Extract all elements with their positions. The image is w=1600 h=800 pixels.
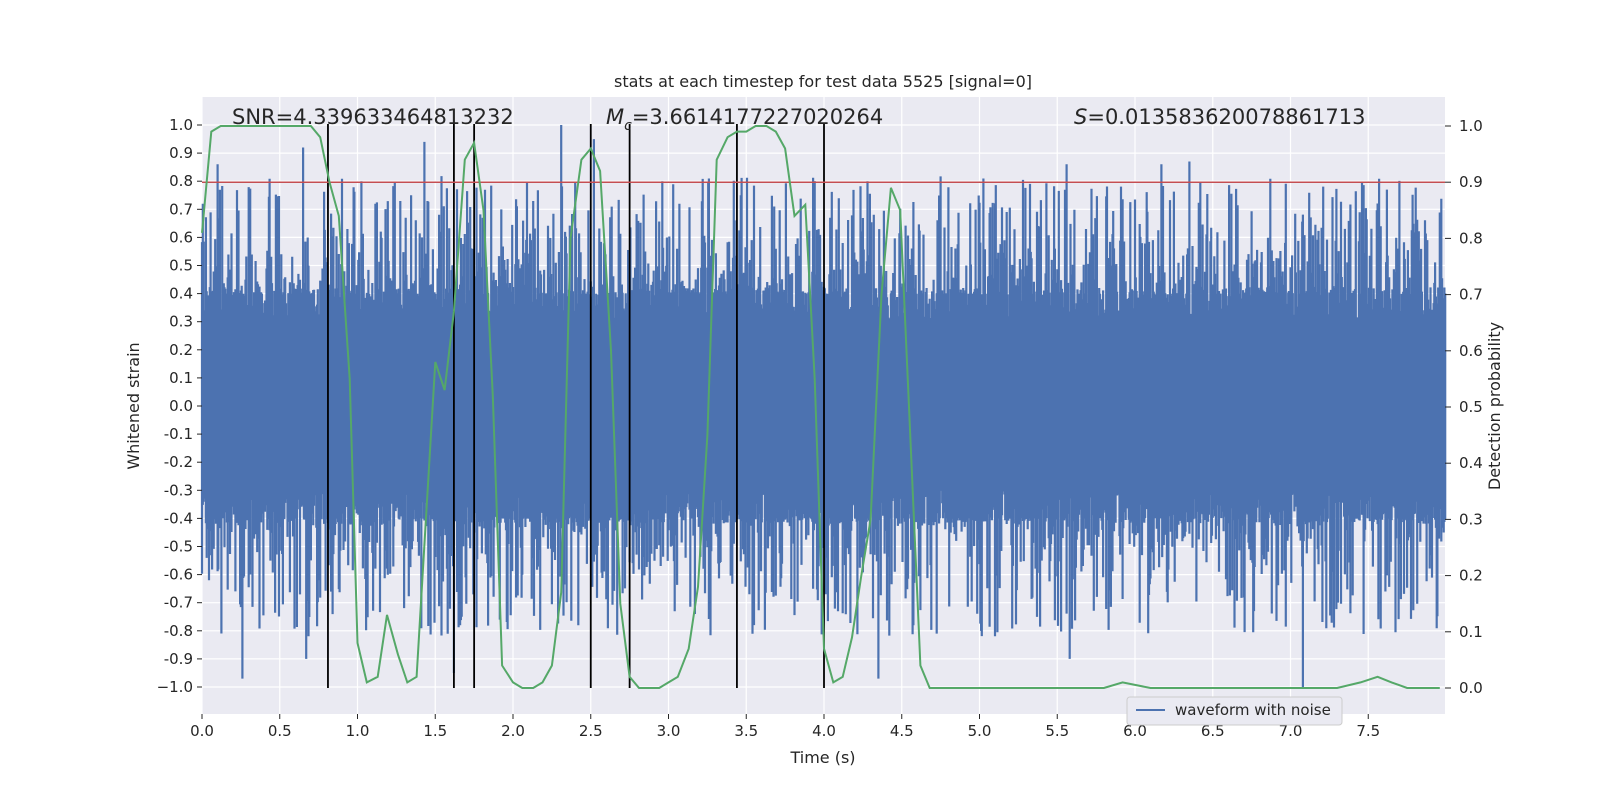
x-tick-label: 4.5 xyxy=(890,722,914,740)
y2-axis-ticks: 1.0 0.9 0.8 0.7 0.6 0.5 0.4 0.3 0.2 0.1 0.0 xyxy=(1445,117,1483,697)
y2-tick-label: 0.8 xyxy=(1459,229,1483,247)
chirp-mass-annotation: Mc=3.6614177227020264 xyxy=(606,105,883,134)
y2-axis-label: Detection probability xyxy=(1485,322,1504,490)
y2-tick-label: 0.0 xyxy=(1459,679,1483,697)
x-tick-label: 0.0 xyxy=(190,722,214,740)
x-tick-label: 5.0 xyxy=(968,722,992,740)
y-tick-label: -0.4 xyxy=(164,509,193,527)
y-tick-label: -0.9 xyxy=(164,650,193,668)
y-tick-label: 0.4 xyxy=(169,285,193,303)
x-tick-label: 3.0 xyxy=(657,722,681,740)
legend-label: waveform with noise xyxy=(1175,701,1331,719)
x-tick-label: 6.5 xyxy=(1201,722,1225,740)
chirp-mass-subscript: c xyxy=(624,118,632,134)
y2-tick-label: 0.1 xyxy=(1459,623,1483,641)
x-tick-label: 7.0 xyxy=(1279,722,1303,740)
x-tick-label: 4.0 xyxy=(812,722,836,740)
snr-annotation: SNR=4.339633464813232 xyxy=(232,105,514,129)
y-tick-label: 0.7 xyxy=(169,200,193,218)
y-tick-label: -0.3 xyxy=(164,481,193,499)
legend-box xyxy=(1126,696,1343,726)
x-tick-label: 1.0 xyxy=(346,722,370,740)
y2-tick-label: 0.9 xyxy=(1459,173,1483,191)
x-tick-label: 3.5 xyxy=(734,722,758,740)
y-tick-label: 1.0 xyxy=(169,116,193,134)
chart-title: stats at each timestep for test data 552… xyxy=(614,72,1032,91)
y2-tick-label: 0.6 xyxy=(1459,342,1483,360)
y-tick-label: -0.2 xyxy=(164,453,193,471)
y2-tick-label: 0.7 xyxy=(1459,286,1483,304)
detection-probability-line xyxy=(201,125,1440,689)
x-tick-label: 5.5 xyxy=(1045,722,1069,740)
y2-tick-label: 0.2 xyxy=(1459,567,1483,585)
y-tick-label: 0.9 xyxy=(169,144,193,162)
vertical-lines-group xyxy=(327,124,825,688)
x-axis-ticks: 0.0 0.5 1.0 1.5 2.0 2.5 3.0 3.5 4.0 4.5 5.0 5.5 6.0 6… xyxy=(190,714,1380,740)
x-tick-label: 2.5 xyxy=(579,722,603,740)
y-tick-label: 0.0 xyxy=(169,397,193,415)
y-tick-label: 0.2 xyxy=(169,341,193,359)
x-tick-label: 2.0 xyxy=(501,722,525,740)
chirp-mass-symbol: M xyxy=(606,105,624,129)
y-tick-label: 0.5 xyxy=(169,257,193,275)
y-tick-label: 0.1 xyxy=(169,369,193,387)
y-tick-label: 0.3 xyxy=(169,313,193,331)
strain-trace-group xyxy=(200,125,1447,687)
legend: waveform with noise xyxy=(1126,696,1343,726)
s-symbol: S xyxy=(1074,105,1087,129)
strain-trace xyxy=(200,125,1447,687)
y-axis-label: Whitened strain xyxy=(124,342,143,469)
x-axis-label: Time (s) xyxy=(789,748,855,767)
y-tick-label: 0.8 xyxy=(169,172,193,190)
x-tick-label: 6.0 xyxy=(1123,722,1147,740)
y-tick-label: -0.1 xyxy=(164,425,193,443)
chirp-mass-value: =3.6614177227020264 xyxy=(632,105,883,129)
y-tick-label: -0.6 xyxy=(164,566,193,584)
y2-tick-label: 0.4 xyxy=(1459,454,1483,472)
y2-tick-label: 0.3 xyxy=(1459,510,1483,528)
y-tick-label: 0.6 xyxy=(169,228,193,246)
y-axis-ticks: 1.0 0.9 0.8 0.7 0.6 0.5 0.4 0.3 0.2 0.1 0.0 -0.1 -0.… xyxy=(157,116,202,696)
s-annotation: S=0.013583620078861713 xyxy=(1074,105,1365,129)
y-tick-label: -0.7 xyxy=(164,594,193,612)
y-tick-label: -0.8 xyxy=(164,622,193,640)
y2-tick-label: 0.5 xyxy=(1459,398,1483,416)
y-tick-label: −1.0 xyxy=(157,678,193,696)
x-tick-label: 1.5 xyxy=(423,722,447,740)
x-tick-label: 7.5 xyxy=(1356,722,1380,740)
s-value: =0.013583620078861713 xyxy=(1087,105,1365,129)
x-tick-label: 0.5 xyxy=(268,722,292,740)
y-tick-label: -0.5 xyxy=(164,538,193,556)
y2-tick-label: 1.0 xyxy=(1459,117,1483,135)
